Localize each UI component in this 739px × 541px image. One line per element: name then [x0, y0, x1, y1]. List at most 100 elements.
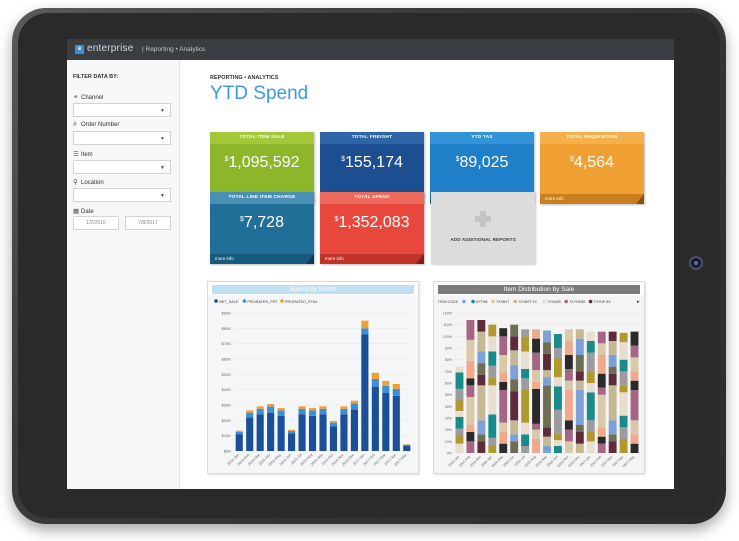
- bar-segment: [532, 352, 540, 371]
- bar-segment-prorated_stax: [288, 429, 296, 432]
- y-tick-label: $10K: [222, 433, 232, 438]
- kpi-tile[interactable]: TOTAL LINE ITEM CHARGE $7,728 more info: [210, 192, 314, 264]
- bar-segment: [630, 357, 639, 372]
- more-info-link[interactable]: more info: [210, 254, 314, 264]
- bar-segment: [455, 428, 464, 436]
- bar-segment: [455, 388, 464, 401]
- spend-by-month-panel: Spend by Month NET_SALE PRORATED_FRT PRORA…: [207, 281, 419, 474]
- item-select[interactable]: ▼: [73, 160, 171, 174]
- add-reports-tile[interactable]: ADD ADDITIONAL REPORTS: [431, 192, 535, 264]
- date-to-input[interactable]: 7/8/2017: [125, 216, 171, 230]
- bar-segment: [477, 363, 486, 375]
- y-tick-label: $80K: [222, 326, 232, 331]
- chevron-down-icon: ▼: [160, 108, 165, 114]
- bar-segment-prorated_stax: [235, 430, 243, 432]
- bar-segment: [564, 329, 573, 341]
- bar-segment: [586, 392, 595, 421]
- order-number-select[interactable]: ▼: [73, 131, 171, 145]
- more-info-link[interactable]: more info: [540, 194, 644, 204]
- bar-segment: [564, 429, 573, 442]
- bar-segment-prorated_stax: [350, 400, 358, 404]
- bar-segment: [477, 420, 486, 435]
- bar-segment: [608, 373, 617, 386]
- bar-segment-prorated_frt: [361, 328, 369, 335]
- bar-segment-prorated_stax: [382, 380, 390, 386]
- bar-segment-prorated_frt: [277, 410, 285, 416]
- home-button[interactable]: [689, 256, 703, 270]
- app-logo-icon[interactable]: e: [75, 45, 84, 54]
- bar-segment: [510, 336, 519, 351]
- bar-segment: [630, 345, 639, 358]
- kpi-tile-value: $1,352,083: [334, 214, 410, 231]
- legend-label: 7XXA0B: [547, 300, 561, 304]
- bar-segment: [619, 439, 628, 453]
- y-tick-label: $60K: [222, 357, 232, 362]
- y-tick-label: 40%: [445, 405, 453, 409]
- bar-segment-net_sale: [298, 414, 306, 451]
- date-from-input[interactable]: 1/2/2016: [73, 216, 119, 230]
- bar-segment-net_sale: [277, 415, 285, 451]
- bar-segment: [554, 433, 562, 441]
- kpi-tile-value: $1,095,592: [224, 154, 300, 171]
- bar-segment: [477, 351, 486, 364]
- kpi-tile[interactable]: TOTAL REQUISITION $4,564 more info: [540, 132, 644, 204]
- bar-segment-prorated_frt: [329, 422, 338, 427]
- bar-segment: [466, 360, 475, 379]
- bar-segment: [564, 380, 573, 390]
- more-info-link[interactable]: more info: [320, 254, 424, 264]
- bar-segment: [619, 427, 628, 439]
- bar-segment: [586, 331, 595, 341]
- bar-segment: [499, 390, 508, 423]
- legend-title: ITEM CODE: [438, 300, 459, 304]
- bar-segment: [597, 443, 606, 453]
- bar-segment: [586, 371, 595, 383]
- legend-swatch: [491, 299, 495, 304]
- location-select[interactable]: ▼: [73, 188, 171, 202]
- bar-segment: [488, 336, 497, 352]
- bar-segment: [586, 441, 595, 453]
- bar-segment-prorated_stax: [308, 408, 317, 411]
- y-tick-label: 110%: [443, 323, 453, 327]
- bar-segment: [510, 350, 519, 366]
- kpi-tile-label: YTD TAX: [430, 132, 534, 144]
- bar-segment: [586, 341, 595, 353]
- bar-segment-prorated_stax: [319, 406, 327, 409]
- bar-segment-prorated_stax: [298, 406, 306, 409]
- bar-segment: [597, 387, 606, 395]
- legend-label: NET_SALE: [219, 300, 239, 304]
- bar-segment-prorated_frt: [382, 385, 390, 393]
- bar-segment: [510, 391, 519, 421]
- bar-segment: [554, 358, 562, 378]
- bar-segment: [455, 366, 464, 373]
- bar-segment: [499, 381, 508, 390]
- bar-segment: [455, 416, 464, 429]
- legend-swatch: [513, 299, 517, 304]
- bar-segment-prorated_frt: [267, 406, 275, 413]
- bar-segment: [499, 432, 508, 444]
- chevron-down-icon: ▼: [160, 193, 165, 199]
- y-tick-label: 10%: [445, 440, 453, 444]
- bar-segment: [532, 329, 540, 339]
- bar-segment: [521, 446, 530, 453]
- bar-segment: [532, 439, 540, 453]
- bar-segment-net_sale: [382, 392, 390, 451]
- bar-segment: [543, 385, 551, 428]
- bar-segment: [619, 385, 628, 393]
- bar-segment: [488, 437, 497, 446]
- bar-segment: [630, 443, 639, 453]
- bar-segment: [532, 429, 540, 439]
- kpi-tile-value: $4,564: [570, 154, 614, 171]
- currency-symbol: $: [570, 156, 574, 163]
- breadcrumb[interactable]: | Reporting • Analytics: [142, 46, 206, 53]
- bar-segment: [597, 436, 606, 444]
- bar-segment: [499, 372, 508, 382]
- bar-segment: [554, 334, 562, 348]
- list-icon: ☰: [73, 151, 79, 158]
- y-tick-label: $50K: [222, 372, 232, 377]
- bar-segment: [586, 420, 595, 432]
- kpi-tile[interactable]: TOTAL SPEND $1,352,083 more info: [320, 192, 424, 264]
- bar-segment: [466, 425, 475, 432]
- item-distribution-chart: ITEM CODE 5YTHB 7XXB0T 7XXB0T 2X 7XXA0B 7XYHE…: [434, 295, 644, 473]
- channel-select[interactable]: ▼: [73, 103, 171, 117]
- app-name[interactable]: enterprise: [87, 43, 134, 54]
